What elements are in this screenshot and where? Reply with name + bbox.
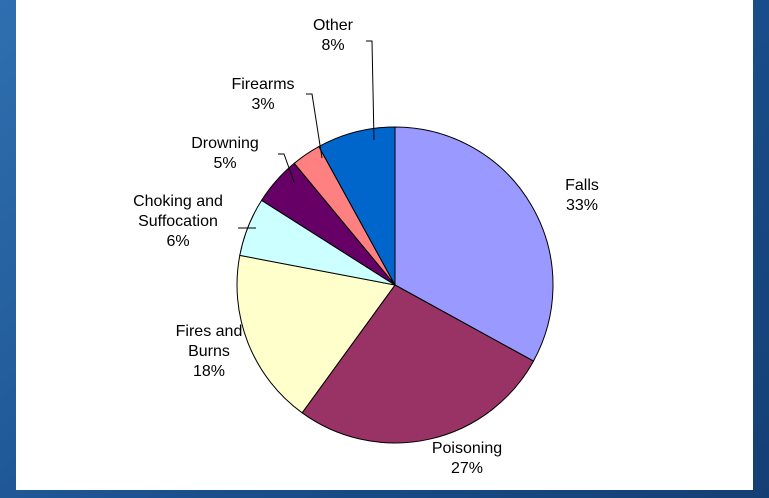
- leader-line: [366, 40, 375, 141]
- leader-lines: [238, 40, 375, 229]
- slice-label: Fires and Burns 18%: [176, 323, 243, 380]
- slice-label: Drowning 5%: [191, 135, 259, 172]
- pie-chart: Falls 33% Poisoning 27% Fires and Burns 18% Cho…: [133, 17, 599, 477]
- chart-panel: Falls 33% Poisoning 27% Fires and Burns 18% Cho…: [16, 0, 753, 490]
- slice-label: Choking and Suffocation 6%: [133, 193, 223, 250]
- slice-label: Poisoning 27%: [432, 440, 502, 477]
- pie-slice-other: [318, 126, 396, 286]
- slice-labels: Falls 33% Poisoning 27% Fires and Burns 18% Cho…: [133, 17, 599, 477]
- slice-label: Falls 33%: [565, 177, 599, 214]
- slice-label: Other 8%: [313, 17, 354, 54]
- slice-label: Firearms 3%: [231, 76, 294, 113]
- pie-slices: [236, 126, 554, 444]
- leader-line: [306, 93, 323, 159]
- pie-slice-falls: [394, 126, 554, 362]
- pie-slice-poisoning: [301, 284, 535, 444]
- leader-line: [278, 153, 295, 183]
- pie-slice-fires-and-burns: [236, 254, 396, 414]
